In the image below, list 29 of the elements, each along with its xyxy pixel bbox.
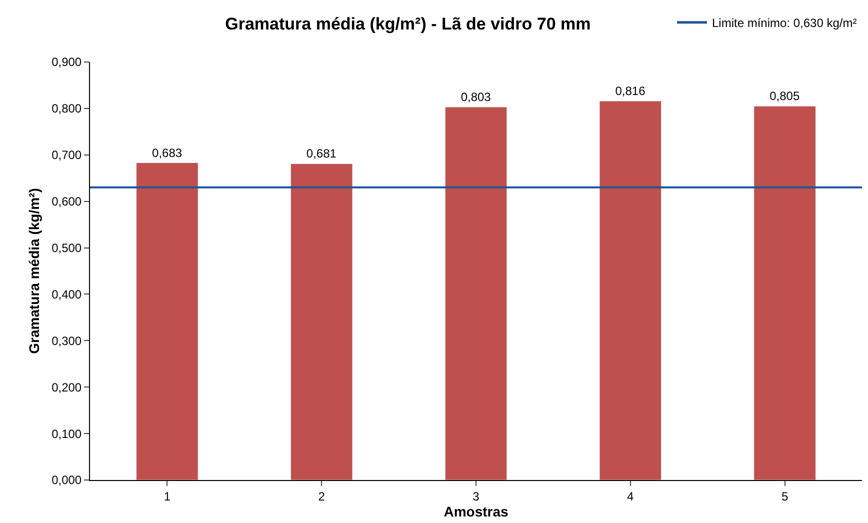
bar xyxy=(754,106,816,480)
y-axis-title: Gramatura média (kg/m²) xyxy=(26,188,42,354)
y-tick-label: 0,000 xyxy=(52,473,82,488)
x-tick-label: 4 xyxy=(627,489,634,504)
bar xyxy=(290,163,353,480)
data-label: 0,816 xyxy=(615,84,646,98)
y-tick-label: 0,300 xyxy=(52,334,82,348)
x-tick-label: 3 xyxy=(472,489,480,504)
bar xyxy=(444,106,508,480)
y-tick-label: 0,700 xyxy=(52,148,82,162)
x-axis-title: Amostras xyxy=(444,504,508,520)
data-label: 0,803 xyxy=(460,90,492,104)
data-label: 0,683 xyxy=(152,146,182,160)
bar xyxy=(136,162,198,480)
y-tick-label: 0,900 xyxy=(52,55,82,70)
x-tick-label: 1 xyxy=(164,489,171,504)
bar xyxy=(599,100,662,480)
y-tick-label: 0,200 xyxy=(52,380,82,394)
data-label: 0,681 xyxy=(306,146,337,161)
y-tick-label: 0,800 xyxy=(52,102,82,116)
x-tick-label: 2 xyxy=(318,489,326,504)
legend-label: Limite mínimo: 0,630 kg/m² xyxy=(712,16,857,30)
chart-title: Gramatura média (kg/m²) - Lã de vidro 70 mm xyxy=(225,14,591,34)
y-tick-label: 0,500 xyxy=(52,240,82,255)
x-tick-label: 5 xyxy=(781,489,788,504)
y-tick-label: 0,600 xyxy=(52,194,82,209)
y-tick-label: 0,100 xyxy=(52,426,82,441)
y-tick-label: 0,400 xyxy=(52,287,82,302)
data-label: 0,805 xyxy=(770,89,800,104)
